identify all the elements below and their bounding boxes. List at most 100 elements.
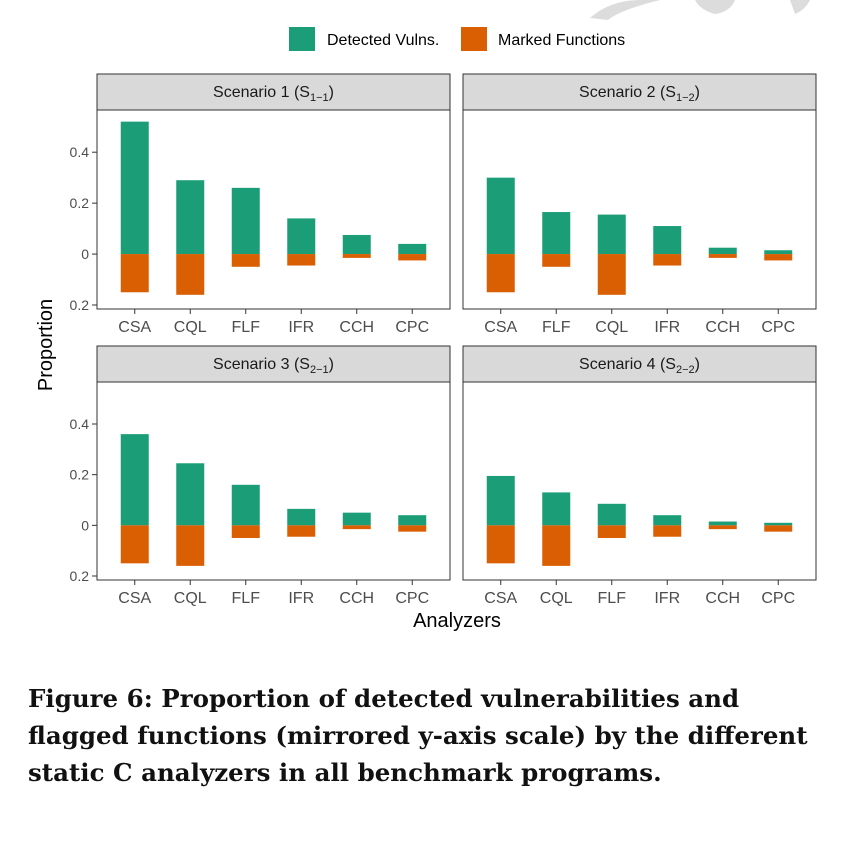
legend-label-1: Marked Functions [498, 32, 625, 49]
x-tick-label: IFR [654, 590, 680, 607]
y-tick-label: 0.2 [70, 568, 90, 584]
bar-marked-cql [176, 254, 205, 295]
bar-marked-ifr [287, 254, 316, 266]
bar-detected-cch [708, 247, 737, 255]
x-tick-label: FLF [232, 590, 261, 607]
x-tick-label: IFR [654, 319, 680, 336]
y-tick-label: 0.2 [70, 297, 90, 313]
bar-marked-cpc [398, 254, 427, 261]
facet-panel-2: Scenario 2 (S1−2) CSA FLF CQL IFR CCH CPC [462, 73, 817, 336]
bar-detected-csa [486, 475, 515, 526]
x-tick-label: CCH [705, 319, 740, 336]
facet-title: Scenario 3 (S2−1) [213, 356, 334, 376]
legend-label-0: Detected Vulns. [327, 32, 439, 49]
bar-marked-flf [542, 254, 571, 267]
x-tick-label: CSA [118, 590, 151, 607]
bar-detected-cpc [398, 243, 427, 255]
facet-title: Scenario 4 (S2−2) [579, 356, 700, 376]
x-tick-label: CSA [484, 319, 517, 336]
bar-marked-flf [597, 525, 626, 538]
bar-detected-cql [176, 180, 205, 255]
bar-detected-cpc [398, 515, 427, 526]
facet-strip [462, 73, 817, 111]
x-tick-label: CPC [395, 590, 429, 607]
x-tick-label: FLF [232, 319, 261, 336]
legend-swatch-0 [289, 27, 315, 51]
bar-detected-cql [597, 214, 626, 255]
x-tick-label: CCH [339, 319, 374, 336]
faceted-bar-chart: Detected Vulns. Marked Functions Scenario… [35, 27, 817, 632]
legend-swatch-1 [461, 27, 487, 51]
x-tick-label: CQL [540, 590, 573, 607]
bar-marked-cch [708, 254, 737, 258]
bar-marked-cql [542, 525, 571, 566]
bar-detected-ifr [653, 515, 682, 526]
bar-detected-cch [708, 521, 737, 526]
bar-marked-cpc [764, 254, 793, 261]
x-tick-label: CSA [118, 319, 151, 336]
facet-panel-3: Scenario 3 (S2−1) 0.2 0 0.2 0.4 CSA CQL FLF IFR C… [70, 345, 451, 607]
bar-marked-ifr [287, 525, 316, 537]
facet-plot-area [96, 109, 451, 310]
bar-detected-csa [120, 434, 149, 526]
bar-marked-cch [708, 525, 737, 530]
x-tick-label: IFR [288, 590, 314, 607]
x-tick-label: CQL [174, 590, 207, 607]
bar-marked-ifr [653, 254, 682, 266]
y-tick-label: 0.4 [70, 416, 90, 432]
facet-strip [96, 73, 451, 111]
bar-detected-ifr [653, 226, 682, 255]
x-tick-label: CPC [395, 319, 429, 336]
bar-marked-cql [597, 254, 626, 295]
bar-detected-cql [542, 492, 571, 526]
facet-strip [462, 345, 817, 383]
bar-detected-cch [342, 512, 371, 526]
y-tick-label: 0.4 [70, 144, 90, 160]
bar-detected-cql [176, 463, 205, 526]
bar-detected-flf [231, 484, 260, 526]
bar-marked-ifr [653, 525, 682, 537]
y-axis-label: Proportion [35, 299, 57, 391]
bar-marked-cql [176, 525, 205, 566]
bar-marked-flf [231, 254, 260, 267]
x-tick-label: CCH [339, 590, 374, 607]
facet-strip [96, 345, 451, 383]
facet-title: Scenario 2 (S1−2) [579, 84, 700, 104]
x-axis-label: Analyzers [413, 610, 501, 632]
y-tick-label: 0.2 [70, 467, 90, 483]
x-tick-label: CSA [484, 590, 517, 607]
bar-marked-csa [486, 525, 515, 564]
bar-marked-cch [342, 254, 371, 258]
y-tick-label: 0.2 [70, 195, 90, 211]
bar-detected-cpc [764, 250, 793, 255]
x-tick-label: CCH [705, 590, 740, 607]
x-tick-label: FLF [598, 590, 627, 607]
bar-detected-flf [231, 187, 260, 255]
bar-detected-csa [120, 121, 149, 255]
bar-detected-cpc [764, 522, 793, 526]
bar-detected-ifr [287, 218, 316, 255]
figure-caption: Figure 6: Proportion of detected vulnera… [28, 684, 808, 787]
bar-detected-ifr [287, 508, 316, 526]
chart-legend: Detected Vulns. Marked Functions [289, 27, 625, 51]
bar-detected-cch [342, 234, 371, 255]
bar-marked-cpc [764, 525, 793, 532]
bar-marked-csa [120, 254, 149, 293]
bar-marked-flf [231, 525, 260, 538]
bar-detected-flf [597, 503, 626, 526]
facet-title: Scenario 1 (S1−1) [213, 84, 334, 104]
facet-plot-area [462, 109, 817, 310]
bar-marked-cpc [398, 525, 427, 532]
bar-detected-flf [542, 212, 571, 255]
x-tick-label: CQL [174, 319, 207, 336]
y-tick-label: 0 [81, 517, 89, 533]
x-tick-label: IFR [288, 319, 314, 336]
bar-marked-csa [120, 525, 149, 564]
facet-panel-4: Scenario 4 (S2−2) CSA CQL FLF IFR CCH CPC [462, 345, 817, 607]
x-tick-label: CQL [595, 319, 628, 336]
facet-plot-area [462, 381, 817, 581]
facet-plot-area [96, 381, 451, 581]
facet-panel-1: Scenario 1 (S1−1) 0.2 0 0.2 0.4 CSA CQL FLF IFR C… [70, 73, 451, 336]
bar-marked-csa [486, 254, 515, 293]
